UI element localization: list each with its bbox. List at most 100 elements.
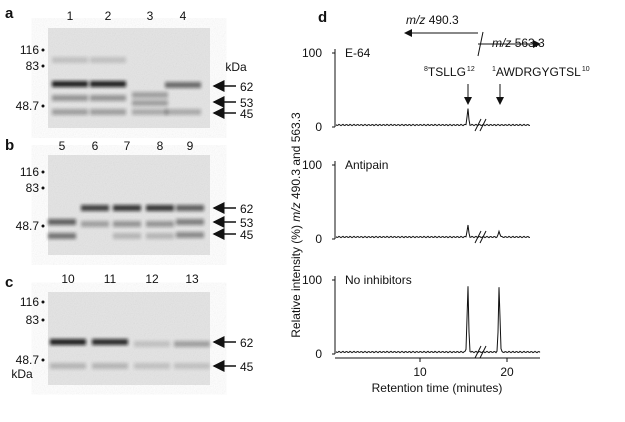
band <box>176 219 204 225</box>
band <box>165 82 201 88</box>
band <box>48 233 76 239</box>
band <box>92 339 128 345</box>
band <box>52 81 88 87</box>
band <box>113 205 141 211</box>
marker-label: 116 <box>20 43 39 57</box>
band <box>52 95 88 101</box>
lane-number: 7 <box>124 139 131 153</box>
y-tick-label: 100 <box>302 158 322 172</box>
lane-number: 1 <box>67 9 74 23</box>
x-tick-label: 20 <box>500 365 514 379</box>
gel-texture <box>48 292 210 385</box>
band-size: 62 <box>240 336 254 350</box>
band <box>174 363 210 369</box>
peptide-seq: TSLLG <box>428 65 466 79</box>
ion-prefix: m/z <box>492 36 511 50</box>
peptide: 8TSLLG12 <box>424 65 475 79</box>
peptide-start: 1 <box>492 66 496 73</box>
band <box>176 205 204 211</box>
band <box>132 92 168 98</box>
trace <box>335 286 541 354</box>
marker-dot <box>41 170 45 174</box>
trace-name: E-64 <box>345 46 371 60</box>
marker-dot <box>41 318 45 322</box>
band <box>50 339 86 345</box>
y-label-part: Relative intensity (%) <box>289 222 303 338</box>
lane-number: 4 <box>180 9 187 23</box>
x-axis-label: Retention time (minutes) <box>372 381 503 395</box>
lane-number: 3 <box>147 9 154 23</box>
band-size: 62 <box>240 202 254 216</box>
band <box>52 109 88 115</box>
marker-dot <box>41 300 45 304</box>
band <box>90 95 126 101</box>
band-size: 45 <box>240 360 254 374</box>
band <box>90 81 126 87</box>
band <box>52 57 88 63</box>
band-size: 45 <box>240 228 254 242</box>
y-axis-label: Relative intensity (%) m/z 490.3 and 563… <box>289 112 303 338</box>
panel-label: a <box>5 5 14 22</box>
lane-number: 2 <box>105 9 112 23</box>
lane-number: 9 <box>187 139 194 153</box>
band <box>81 221 109 227</box>
marker-dot <box>41 224 45 228</box>
marker-dot <box>41 48 45 52</box>
marker-label: 83 <box>26 313 40 327</box>
band <box>165 109 201 115</box>
marker-dot <box>41 186 45 190</box>
ion-value: 490.3 <box>429 13 459 27</box>
band <box>132 109 168 115</box>
lane-number: 10 <box>61 272 75 286</box>
axis-break <box>474 230 487 244</box>
marker-dot <box>41 104 45 108</box>
band <box>90 109 126 115</box>
band-size: 62 <box>240 80 254 94</box>
y-label-part: m/z <box>289 202 303 221</box>
axis-break <box>474 345 487 359</box>
band <box>81 205 109 211</box>
chromatograms: d Relative intensity (%) m/z 490.3 and 56… <box>289 9 590 395</box>
peptide-seq: AWDRGYGTSL <box>496 65 581 79</box>
band <box>174 341 210 347</box>
unit-label: kDa <box>225 60 247 74</box>
ion-label: m/z 490.3 <box>406 13 459 27</box>
y-label-part: 490.3 and 563.3 <box>289 112 303 202</box>
band-size: 53 <box>240 216 254 230</box>
y-tick-label: 100 <box>302 46 322 60</box>
y-tick-label: 0 <box>315 120 322 134</box>
ion-prefix: m/z <box>406 13 425 27</box>
marker-label: 48.7 <box>16 99 40 113</box>
band-size: 53 <box>240 96 254 110</box>
unit-label: kDa <box>11 367 33 381</box>
lane-number: 6 <box>92 139 99 153</box>
band <box>113 233 141 239</box>
x-tick-label: 10 <box>413 365 427 379</box>
lane-number: 12 <box>145 272 159 286</box>
marker-dot <box>41 358 45 362</box>
marker-label: 48.7 <box>16 353 40 367</box>
peptide-end: 12 <box>467 66 475 73</box>
panel-label: d <box>318 9 327 26</box>
y-tick-label: 100 <box>302 273 322 287</box>
trace <box>335 108 530 127</box>
band <box>146 221 174 227</box>
trace <box>335 224 530 239</box>
peptide: 1AWDRGYGTSL10 <box>492 65 590 79</box>
band <box>48 219 76 225</box>
band <box>113 221 141 227</box>
lane-number: 11 <box>104 272 117 286</box>
peptide-start: 8 <box>424 66 428 73</box>
band <box>146 233 174 239</box>
band <box>134 363 170 369</box>
ion-arrow <box>477 31 540 57</box>
ion-label: m/z 563.3 <box>492 36 545 50</box>
marker-label: 116 <box>20 165 39 179</box>
marker-label: 116 <box>20 295 39 309</box>
lane-number: 8 <box>157 139 164 153</box>
trace-name: No inhibitors <box>345 273 412 287</box>
axis-break <box>474 118 487 132</box>
peptide-end: 10 <box>582 66 590 73</box>
